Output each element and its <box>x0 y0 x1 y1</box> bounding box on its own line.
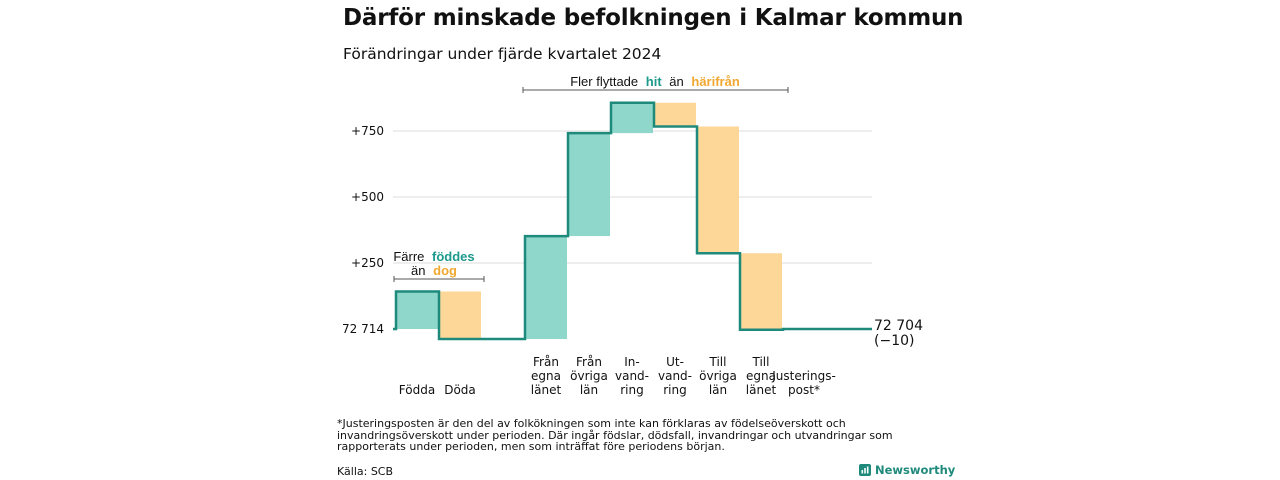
x-tick-label: egna <box>531 369 561 383</box>
step-line <box>393 101 872 341</box>
x-tick-label: Till <box>709 355 727 369</box>
migration-in-word: hit <box>646 74 663 89</box>
x-tick-label: Från <box>576 355 602 369</box>
x-tick-label: Ut- <box>666 355 684 369</box>
x-tick-label: Justerings- <box>771 369 836 383</box>
deaths-word: dog <box>433 263 457 278</box>
end-value-label: 72 704 <box>874 318 923 334</box>
chart-title: Därför minskade befolkningen i Kalmar ko… <box>343 5 964 31</box>
births-annotation-line1: Färre föddes <box>393 249 474 264</box>
migration-annotation: Fler flyttade hit än härifrån <box>522 74 789 93</box>
x-tick-label: län <box>580 383 598 397</box>
brand: Newsworthy <box>859 463 955 477</box>
births-annotation: Färre föddes än dog <box>393 249 485 282</box>
x-tick-label: vand- <box>658 369 692 383</box>
waterfall-bar <box>568 133 610 237</box>
x-tick-label: länet <box>746 383 777 397</box>
newsworthy-logo-icon <box>859 464 871 476</box>
footnote: *Justeringsposten är den del av folkökni… <box>337 417 893 453</box>
waterfall-bar <box>697 126 739 254</box>
waterfall-bar <box>611 102 653 134</box>
x-tick-label: Till <box>752 355 770 369</box>
x-tick-label: övriga <box>570 369 608 383</box>
migration-annotation-text: Fler flyttade hit än härifrån <box>570 74 740 89</box>
source-label: Källa: SCB <box>337 465 394 478</box>
x-tick-label: ring <box>620 383 644 397</box>
x-tick-label: Döda <box>444 383 476 397</box>
migration-prefix: Fler flyttade <box>570 74 638 89</box>
x-tick-label: In- <box>624 355 639 369</box>
y-tick-label: +500 <box>351 190 384 204</box>
x-tick-label: ring <box>663 383 687 397</box>
waterfall-bar <box>396 291 438 329</box>
end-change-label: (−10) <box>874 333 914 349</box>
migration-out-word: härifrån <box>691 74 739 89</box>
waterfall-bar <box>525 236 567 340</box>
waterfall-bar <box>740 253 782 330</box>
x-tick-label: Från <box>533 355 559 369</box>
chart-subtitle: Förändringar under fjärde kvartalet 2024 <box>343 45 662 63</box>
brand-name: Newsworthy <box>875 463 956 477</box>
y-tick-label: 72 714 <box>342 322 384 336</box>
x-tick-label: länet <box>531 383 562 397</box>
births-annotation-line2: än dog <box>411 263 457 278</box>
waterfall-bar <box>439 291 481 340</box>
births-word: föddes <box>432 249 475 264</box>
x-tick-label: egna <box>746 369 776 383</box>
x-tick-label: län <box>709 383 727 397</box>
deaths-prefix: än <box>411 263 425 278</box>
x-tick-label: övriga <box>699 369 737 383</box>
x-tick-label: Födda <box>399 383 435 397</box>
y-tick-label: +250 <box>351 256 384 270</box>
x-tick-label: post* <box>788 383 820 397</box>
migration-mid: än <box>669 74 683 89</box>
grid-layer <box>393 130 872 264</box>
births-prefix: Färre <box>393 249 424 264</box>
x-tick-label: vand- <box>615 369 649 383</box>
waterfall-bar <box>654 102 696 127</box>
bar-layer <box>396 102 825 340</box>
step-line-layer <box>393 101 872 341</box>
y-tick-label: +750 <box>351 124 384 138</box>
